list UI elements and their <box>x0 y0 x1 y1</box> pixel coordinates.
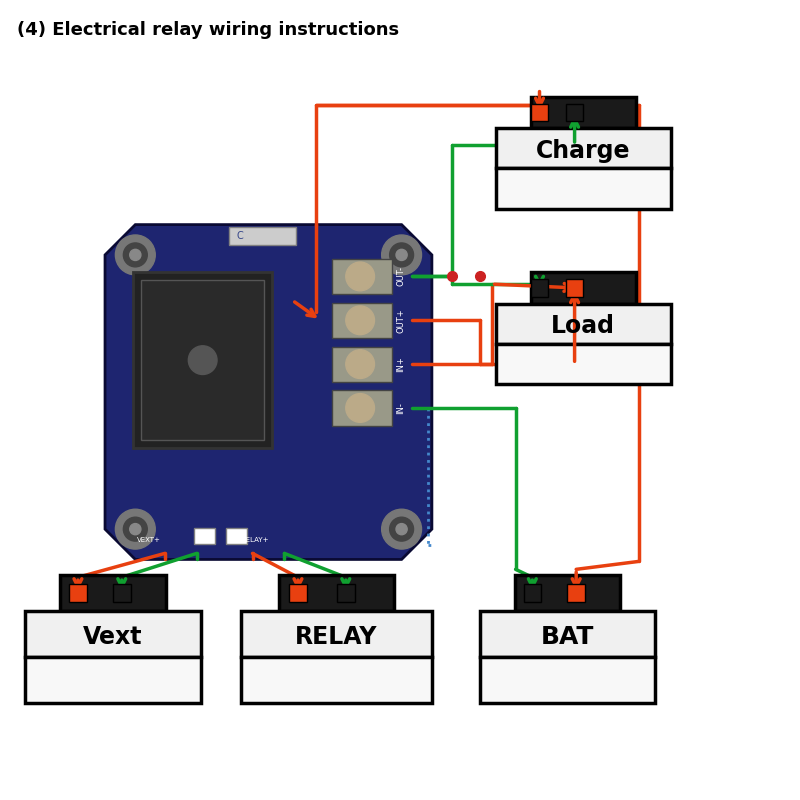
Text: BAT: BAT <box>541 625 594 649</box>
Bar <box>229 227 296 245</box>
Text: Load: Load <box>551 314 615 338</box>
Bar <box>69 585 86 602</box>
Bar <box>523 585 541 602</box>
Bar <box>332 302 392 338</box>
Bar <box>496 169 671 209</box>
Circle shape <box>382 235 422 275</box>
Bar <box>496 304 671 344</box>
Bar <box>530 97 636 128</box>
Bar <box>332 390 392 426</box>
Bar <box>480 657 655 703</box>
Bar <box>141 281 265 440</box>
Circle shape <box>382 510 422 549</box>
Circle shape <box>188 346 217 374</box>
Text: OUT-: OUT- <box>396 266 405 286</box>
Bar <box>566 104 583 122</box>
Circle shape <box>396 523 407 534</box>
Circle shape <box>130 250 141 261</box>
Bar <box>515 575 620 611</box>
Bar <box>496 344 671 384</box>
Circle shape <box>115 510 155 549</box>
Text: VEXT+: VEXT+ <box>137 537 161 542</box>
Circle shape <box>346 350 374 378</box>
Circle shape <box>130 523 141 534</box>
Circle shape <box>346 394 374 422</box>
Circle shape <box>115 235 155 275</box>
Bar <box>480 611 655 657</box>
Bar <box>26 611 201 657</box>
Bar <box>332 346 392 382</box>
Circle shape <box>396 250 407 261</box>
Text: IN-: IN- <box>396 402 405 414</box>
Bar <box>530 273 636 304</box>
Bar <box>496 128 671 169</box>
Text: IN+: IN+ <box>396 356 405 372</box>
Bar <box>530 104 548 122</box>
Text: OUT+: OUT+ <box>396 308 405 333</box>
Circle shape <box>123 517 147 541</box>
Bar <box>279 575 394 611</box>
Circle shape <box>346 306 374 334</box>
Bar <box>241 657 432 703</box>
Bar <box>60 575 166 611</box>
Bar <box>26 657 201 703</box>
Text: Vext: Vext <box>83 625 142 649</box>
Polygon shape <box>105 225 432 559</box>
Bar <box>530 279 548 297</box>
Text: (4) Electrical relay wiring instructions: (4) Electrical relay wiring instructions <box>18 22 399 39</box>
Bar <box>289 585 306 602</box>
Bar <box>567 585 585 602</box>
Text: Charge: Charge <box>536 139 630 163</box>
Text: RELAY+: RELAY+ <box>241 537 269 542</box>
Bar <box>337 585 354 602</box>
Bar <box>566 279 583 297</box>
Text: IN+: IN+ <box>198 537 211 542</box>
Bar <box>226 527 247 543</box>
Circle shape <box>390 517 414 541</box>
Bar <box>113 585 130 602</box>
Text: RELAY: RELAY <box>295 625 378 649</box>
Text: C: C <box>237 230 243 241</box>
Bar <box>133 273 273 448</box>
Bar <box>332 259 392 294</box>
Circle shape <box>123 243 147 267</box>
Circle shape <box>346 262 374 290</box>
Bar <box>194 527 215 543</box>
Circle shape <box>390 243 414 267</box>
Bar <box>241 611 432 657</box>
